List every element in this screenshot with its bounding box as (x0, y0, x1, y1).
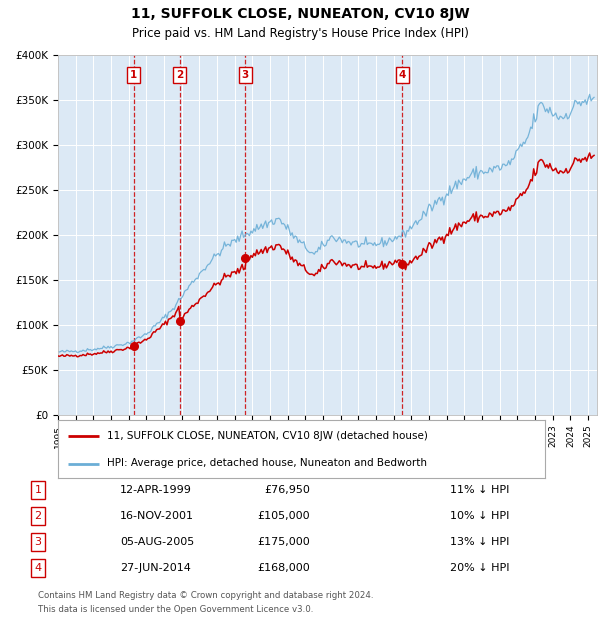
Text: 3: 3 (35, 537, 41, 547)
Text: 10% ↓ HPI: 10% ↓ HPI (450, 511, 509, 521)
Text: 2: 2 (176, 70, 183, 80)
Text: £175,000: £175,000 (257, 537, 310, 547)
Text: 27-JUN-2014: 27-JUN-2014 (120, 563, 191, 573)
Text: This data is licensed under the Open Government Licence v3.0.: This data is licensed under the Open Gov… (38, 606, 313, 614)
Text: 3: 3 (242, 70, 249, 80)
Text: 2: 2 (34, 511, 41, 521)
Text: 1: 1 (35, 485, 41, 495)
Text: 20% ↓ HPI: 20% ↓ HPI (450, 563, 509, 573)
Text: 1: 1 (130, 70, 137, 80)
Text: 05-AUG-2005: 05-AUG-2005 (120, 537, 194, 547)
Text: £76,950: £76,950 (264, 485, 310, 495)
Text: 11, SUFFOLK CLOSE, NUNEATON, CV10 8JW (detached house): 11, SUFFOLK CLOSE, NUNEATON, CV10 8JW (d… (107, 432, 428, 441)
Text: Contains HM Land Registry data © Crown copyright and database right 2024.: Contains HM Land Registry data © Crown c… (38, 591, 373, 601)
Text: 4: 4 (34, 563, 41, 573)
Text: HPI: Average price, detached house, Nuneaton and Bedworth: HPI: Average price, detached house, Nune… (107, 459, 427, 469)
Text: Price paid vs. HM Land Registry's House Price Index (HPI): Price paid vs. HM Land Registry's House … (131, 27, 469, 40)
Text: 11, SUFFOLK CLOSE, NUNEATON, CV10 8JW: 11, SUFFOLK CLOSE, NUNEATON, CV10 8JW (131, 7, 469, 21)
Text: 11% ↓ HPI: 11% ↓ HPI (450, 485, 509, 495)
Text: 16-NOV-2001: 16-NOV-2001 (120, 511, 194, 521)
Text: 12-APR-1999: 12-APR-1999 (120, 485, 192, 495)
Text: £105,000: £105,000 (257, 511, 310, 521)
Text: 13% ↓ HPI: 13% ↓ HPI (450, 537, 509, 547)
Text: 4: 4 (399, 70, 406, 80)
Text: £168,000: £168,000 (257, 563, 310, 573)
